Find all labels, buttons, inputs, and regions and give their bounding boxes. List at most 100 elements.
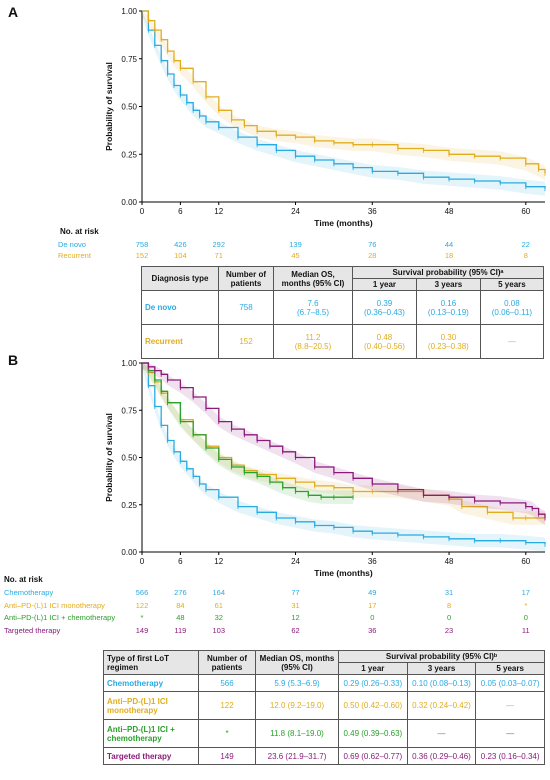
y-tick-label: 0.00 — [121, 198, 137, 207]
x-tick-label: 36 — [368, 207, 377, 216]
row-n: 152 — [218, 324, 274, 360]
risk-value: 76 — [368, 240, 377, 249]
risk-value: 18 — [444, 251, 454, 260]
x-tick-label: 6 — [178, 557, 183, 566]
median-value: 7.6 — [307, 298, 319, 308]
y-tick-label: 0.75 — [121, 406, 137, 415]
row-3y: 0.32 (0.24–0.42) — [406, 691, 477, 721]
x-tick-label: 12 — [214, 557, 223, 566]
ci-band — [142, 363, 545, 525]
risk-value: 22 — [521, 240, 530, 249]
risk-row-label: Targeted therapy — [4, 625, 61, 635]
row-5y: — — [475, 719, 545, 749]
y-tick-label: 0.25 — [121, 150, 137, 159]
risk-value: 28 — [368, 251, 377, 260]
risk-value: * — [524, 600, 528, 610]
survival-chart-a: 0.00 0.25 0.50 0.75 1.00 0 6 12 24 36 48 60 Time (mo… — [104, 7, 546, 228]
ci-band — [142, 363, 354, 505]
y1-ci: (0.36–0.43) — [364, 307, 405, 317]
y1-value: 0.39 — [376, 298, 393, 308]
panel-label-b: B — [8, 352, 19, 368]
risk-row-label: Recurrent — [58, 251, 91, 260]
row-5y: 0.23 (0.16–0.34) — [475, 747, 545, 766]
row-median: 12.0 (9.2–19.0) — [255, 691, 339, 721]
subheader-5-years: 5 years — [475, 662, 545, 676]
row-3y: 0.16 (0.13–0.19) — [415, 290, 481, 326]
median-ci: (8.8–20.5) — [294, 341, 332, 351]
risk-title-b: No. at risk — [4, 575, 43, 584]
table-row: Anti–PD-(L)1 ICI monotherapy 122 12.0 (9… — [103, 691, 545, 721]
y5-value: 0.08 — [504, 298, 520, 308]
table-row: Chemotherapy 566 5.9 (5.3–6.9) 0.29 (0.2… — [103, 674, 545, 693]
subheader-1-year: 1 year — [352, 278, 417, 292]
x-tick-label: 0 — [140, 207, 145, 216]
x-tick-label: 48 — [445, 557, 454, 566]
risk-value: 566 — [135, 588, 149, 597]
risk-value: 31 — [291, 600, 300, 610]
y-tick-label: 0.75 — [121, 55, 137, 64]
row-name: Anti–PD-(L)1 ICI + chemotherapy — [103, 719, 199, 749]
ci-band — [142, 363, 545, 525]
risk-value: 758 — [135, 240, 149, 249]
row-name: Chemotherapy — [103, 674, 199, 693]
header-median-os: Median OS, months (95% CI) — [273, 265, 353, 292]
x-axis-label: Time (months) — [314, 568, 373, 578]
row-n: 122 — [198, 691, 256, 721]
header-diagnosis-type: Diagnosis type — [141, 265, 219, 292]
row-5y: — — [475, 691, 545, 721]
risk-value: 77 — [291, 588, 300, 597]
risk-value: 149 — [135, 625, 149, 635]
risk-value: 119 — [174, 625, 187, 635]
row-n: 149 — [198, 747, 256, 766]
row-n: 758 — [218, 290, 274, 326]
row-median: 11.8 (8.1–19.0) — [255, 719, 339, 749]
risk-value: 44 — [444, 240, 454, 249]
risk-row-label: Anti–PD-(L)1 ICI monotherapy — [4, 600, 105, 610]
x-tick-label: 60 — [521, 557, 530, 566]
risk-value: 84 — [176, 600, 185, 610]
risk-value: 62 — [291, 625, 300, 635]
risk-value: 45 — [291, 251, 300, 260]
ci-band — [142, 11, 545, 181]
subheader-1-year: 1 year — [338, 662, 408, 676]
y-tick-label: 1.00 — [121, 7, 137, 16]
header-regimen: Type of first LoT regimen — [103, 649, 199, 676]
risk-value: 164 — [212, 588, 225, 597]
x-tick-label: 6 — [178, 207, 183, 216]
survival-curve — [142, 362, 546, 545]
summary-table-b: Type of first LoT regimen Number of pati… — [103, 649, 545, 766]
row-name: Targeted therapy — [103, 747, 199, 766]
risk-row-label: De novo — [58, 240, 86, 249]
x-tick-label: 60 — [521, 207, 530, 216]
header-survival-probability: Survival probability (95% CI)ᵇ — [338, 649, 545, 664]
subheader-5-years: 5 years — [479, 278, 545, 292]
row-3y: 0.30 (0.23–0.38) — [415, 324, 481, 360]
row-median: 23.6 (21.9–31.7) — [255, 747, 339, 766]
header-median-os: Median OS, months (95% CI) — [255, 649, 339, 676]
risk-value: 61 — [214, 600, 223, 610]
x-tick-label: 48 — [445, 207, 454, 216]
risk-value: 122 — [135, 600, 149, 610]
risk-value: 104 — [174, 251, 187, 260]
risk-value: 103 — [212, 625, 225, 635]
panel-label-a: A — [8, 4, 19, 20]
row-5y: 0.05 (0.03–0.07) — [475, 674, 545, 693]
header-number-patients: Number of patients — [218, 265, 274, 292]
table-row: Anti–PD-(L)1 ICI + chemotherapy * 11.8 (… — [103, 719, 545, 749]
row-median: 5.9 (5.3–6.9) — [255, 674, 339, 693]
risk-value: 292 — [212, 240, 225, 249]
y-axis-label: Probability of survival — [104, 413, 114, 502]
row-3y: 0.10 (0.08–0.13) — [406, 674, 477, 693]
y3-value: 0.16 — [440, 298, 457, 308]
subheader-3-years: 3 years — [415, 278, 481, 292]
median-value: 11.2 — [305, 332, 321, 342]
risk-value: 71 — [214, 251, 223, 260]
subheader-3-years: 3 years — [406, 662, 477, 676]
risk-title-a: No. at risk — [60, 227, 99, 236]
x-tick-label: 36 — [368, 557, 377, 566]
header-number-patients: Number of patients — [198, 649, 256, 676]
y-tick-label: 0.00 — [121, 548, 137, 557]
risk-value: 32 — [214, 613, 223, 622]
y1-value: 0.48 — [376, 332, 393, 342]
risk-value: 0 — [523, 613, 528, 622]
